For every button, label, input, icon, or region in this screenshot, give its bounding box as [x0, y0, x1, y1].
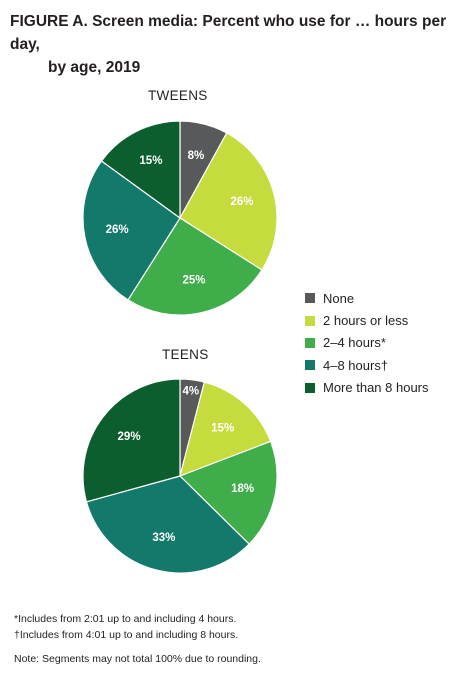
legend-label: More than 8 hours	[323, 380, 429, 396]
legend-swatch	[305, 315, 315, 326]
legend-item-2-hours-or-less: 2 hours or less	[305, 309, 429, 331]
footnote-2-4-hours: *Includes from 2:01 up to and including …	[14, 613, 237, 625]
figure-title-line2: by age, 2019	[48, 59, 141, 76]
teens-label-more-than-8-hours: 29%	[118, 431, 141, 443]
teens-label-2-hours-or-less: 15%	[211, 422, 234, 434]
tweens-label-none: 8%	[188, 150, 205, 162]
footnote-rounding-note: Note: Segments may not total 100% due to…	[14, 653, 261, 665]
legend-label: 4–8 hours†	[323, 357, 389, 373]
tweens-label-4-8-hours: 26%	[106, 224, 129, 236]
legend-label: 2 hours or less	[323, 313, 409, 329]
tweens-label-2-hours-or-less: 26%	[230, 196, 253, 208]
teens-slice-4-8-hours	[85, 475, 250, 574]
legend-item-more-than-8-hours: More than 8 hours	[305, 377, 429, 399]
legend: None 2 hours or less 2–4 hours* 4–8 hour…	[305, 287, 429, 399]
footnote-4-8-hours: †Includes from 4:01 up to and including …	[14, 629, 239, 641]
figure-title: FIGURE A. Screen media: Percent who use …	[10, 10, 470, 79]
legend-item-2-4-hours: 2–4 hours*	[305, 332, 429, 354]
legend-item-4-8-hours: 4–8 hours†	[305, 354, 429, 376]
teens-slice-2-hours-or-less	[179, 381, 272, 477]
tweens-pie-chart: 8% 26% 25% 26% 15%	[82, 120, 278, 316]
tweens-slice-2-hours-or-less	[179, 132, 278, 271]
teens-label-2-4-hours: 18%	[231, 483, 254, 495]
legend-swatch	[305, 337, 315, 348]
legend-label: 2–4 hours*	[323, 335, 386, 351]
teens-slice-more-than-8-hours	[82, 378, 181, 503]
teens-slice-2-4-hours	[178, 440, 278, 545]
legend-label: None	[323, 290, 355, 306]
figure-title-line1: FIGURE A. Screen media: Percent who use …	[10, 13, 447, 53]
legend-swatch	[305, 382, 315, 393]
teens-label-none: 4%	[182, 385, 199, 397]
tweens-label-more-than-8-hours: 15%	[139, 155, 162, 167]
teens-label-4-8-hours: 33%	[152, 532, 175, 544]
legend-item-none: None	[305, 287, 429, 309]
tweens-label-2-4-hours: 25%	[182, 274, 205, 286]
tweens-slice-4-8-hours	[82, 160, 181, 301]
teens-pie-chart: 4% 15% 18% 33% 29%	[82, 378, 278, 574]
teens-chart-title: TEENS	[162, 347, 209, 362]
tweens-slice-2-4-hours	[127, 217, 263, 316]
legend-swatch	[305, 360, 315, 371]
tweens-slice-more-than-8-hours	[100, 120, 181, 220]
tweens-chart-title: TWEENS	[148, 88, 208, 103]
legend-swatch	[305, 293, 315, 304]
